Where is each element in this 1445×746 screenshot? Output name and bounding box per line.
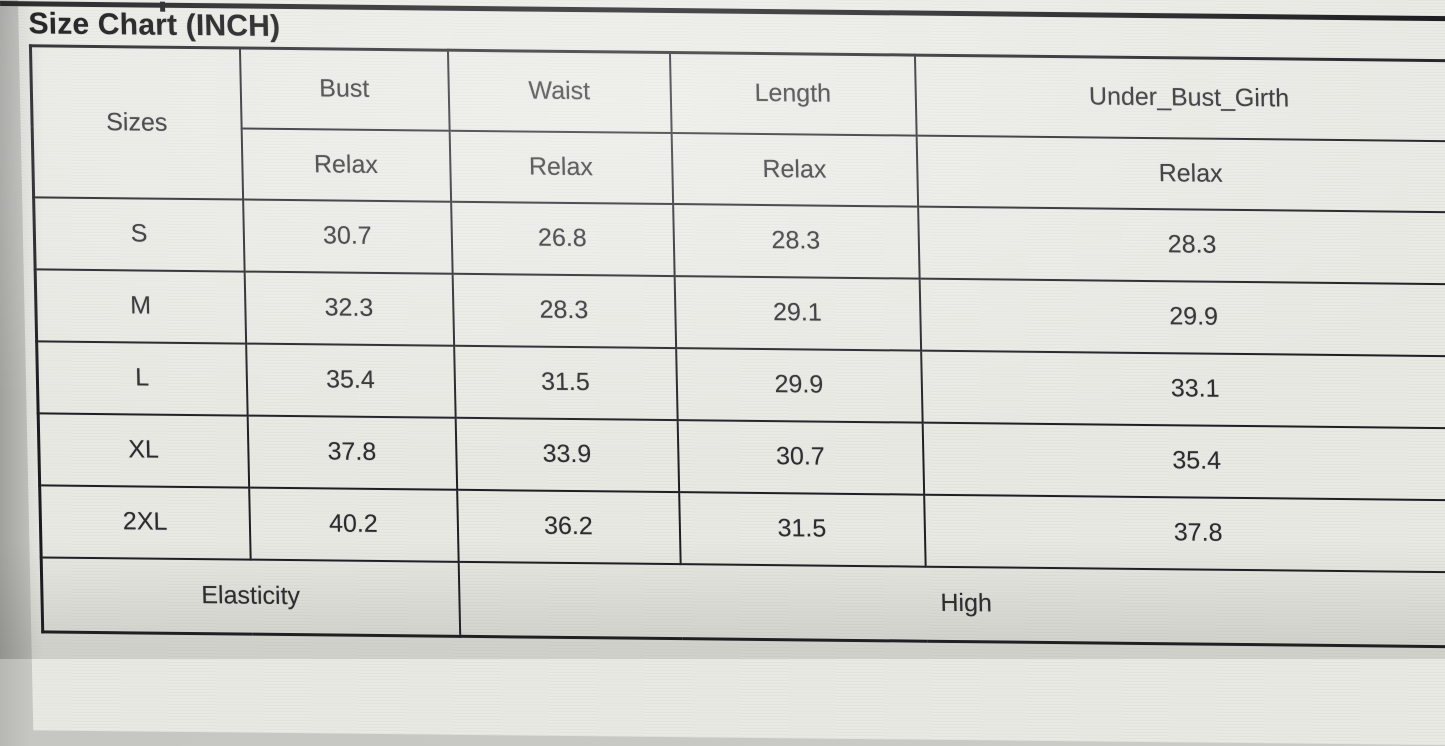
- waist-value: 26.8: [450, 201, 675, 276]
- sizes-column-header: Sizes: [30, 45, 243, 200]
- elasticity-row: Elasticity High: [41, 556, 1445, 647]
- under-bust-girth-value: 37.8: [923, 494, 1445, 572]
- waist-header: Waist: [447, 50, 672, 133]
- waist-value: 28.3: [452, 273, 676, 348]
- waist-value: 31.5: [453, 345, 678, 420]
- size-label: XL: [38, 412, 249, 488]
- length-value: 31.5: [678, 491, 926, 567]
- bust-header: Bust: [239, 48, 450, 131]
- length-value: 30.7: [677, 419, 924, 495]
- length-header: Length: [669, 52, 917, 136]
- size-chart-table: Sizes Bust Waist Length Under_Bust_Girth…: [28, 44, 1445, 649]
- waist-value: 36.2: [456, 489, 681, 564]
- elasticity-value: High: [458, 561, 1445, 647]
- bust-value: 32.3: [244, 271, 454, 346]
- header-row-measures: Sizes Bust Waist Length Under_Bust_Girth: [30, 45, 1445, 200]
- size-label: S: [33, 196, 245, 272]
- bust-value: 40.2: [248, 487, 459, 562]
- elasticity-label: Elasticity: [41, 556, 460, 637]
- under-bust-girth-value: 29.9: [919, 278, 1445, 356]
- under-bust-girth-value: 35.4: [922, 422, 1445, 500]
- bust-fit-label: Relax: [241, 128, 451, 202]
- under-bust-girth-value: 28.3: [917, 206, 1445, 284]
- length-fit-label: Relax: [671, 132, 918, 207]
- bust-value: 30.7: [242, 199, 453, 274]
- size-label: L: [36, 340, 248, 416]
- waist-fit-label: Relax: [449, 130, 673, 204]
- waist-value: 33.9: [455, 417, 679, 492]
- under-bust-girth-fit-label: Relax: [916, 135, 1445, 212]
- length-value: 28.3: [672, 203, 920, 279]
- size-label: M: [35, 268, 246, 344]
- size-label: 2XL: [39, 484, 251, 560]
- length-value: 29.1: [674, 275, 921, 351]
- under-bust-girth-value: 33.1: [920, 350, 1445, 428]
- bust-value: 37.8: [247, 415, 457, 490]
- bust-value: 35.4: [245, 343, 456, 418]
- size-chart-title: Size Chart (INCH): [28, 7, 281, 43]
- length-value: 29.9: [675, 347, 923, 423]
- under-bust-girth-header: Under_Bust_Girth: [914, 55, 1445, 141]
